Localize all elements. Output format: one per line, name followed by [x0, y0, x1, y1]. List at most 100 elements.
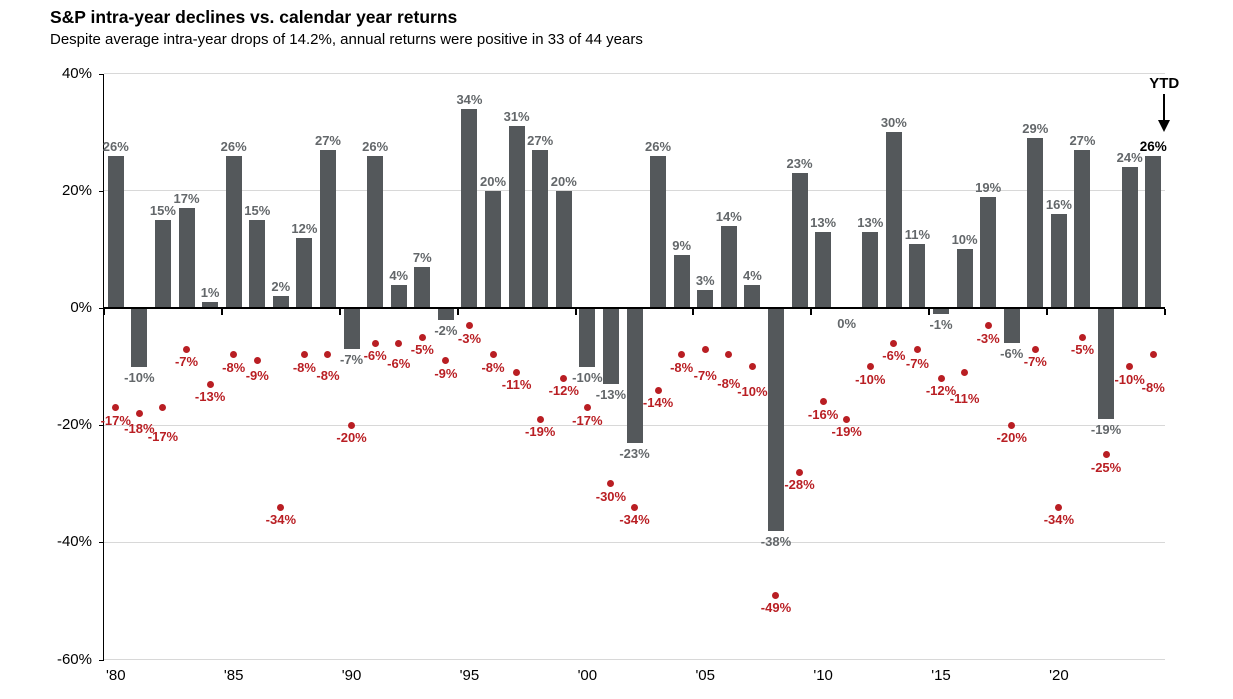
decline-dot-2002 — [631, 503, 638, 511]
x-axis-label-80: '80 — [106, 667, 126, 684]
y-axis-line — [102, 73, 104, 660]
decline-label-2023: -10% — [1114, 371, 1145, 387]
return-bar-1994 — [437, 308, 454, 320]
return-bar-1984 — [202, 302, 219, 308]
decline-label-1994: -9% — [434, 365, 458, 381]
y-axis-label: -60% — [56, 650, 92, 668]
decline-dot-1987 — [277, 503, 285, 511]
ytd-arrow-icon — [1157, 94, 1171, 132]
return-bar-2005 — [697, 290, 714, 308]
return-bar-1990 — [343, 308, 360, 350]
decline-dot-2016 — [961, 368, 969, 376]
decline-dot-1994 — [442, 357, 450, 365]
decline-dot-1997 — [513, 368, 521, 376]
return-bar-2022 — [1098, 308, 1115, 420]
decline-label-2000: -17% — [572, 412, 603, 428]
decline-label-2006: -8% — [717, 375, 741, 391]
decline-label-2019: -7% — [1023, 354, 1047, 370]
return-bar-2016 — [956, 249, 973, 308]
x-axis-label-10: '10 — [813, 667, 833, 684]
return-label-2011: 0% — [837, 316, 857, 331]
y-axis-label: -40% — [56, 533, 92, 551]
decline-dot-2003 — [654, 386, 662, 394]
decline-label-2018: -20% — [996, 430, 1027, 446]
return-bar-1988 — [296, 237, 313, 308]
decline-label-1980: -17% — [100, 412, 131, 428]
decline-label-1986: -9% — [245, 367, 269, 383]
decline-label-2011: -19% — [831, 424, 862, 440]
decline-dot-1985 — [230, 351, 238, 359]
decline-dot-2011 — [843, 415, 851, 423]
decline-label-1992: -6% — [387, 356, 411, 372]
x-axis-tick — [456, 309, 459, 315]
return-label-2012: 13% — [857, 214, 884, 230]
return-label-2015: -1% — [929, 316, 953, 332]
return-label-2023: 24% — [1116, 150, 1143, 166]
y-axis-label: -20% — [56, 416, 92, 434]
decline-label-1985: -8% — [222, 359, 246, 375]
return-label-2009: 23% — [786, 156, 813, 172]
decline-dot-2009 — [796, 468, 804, 476]
x-axis-label-85: '85 — [223, 667, 244, 684]
gridline--40% — [104, 541, 1165, 543]
decline-dot-2000 — [583, 404, 591, 412]
decline-dot-2014 — [913, 345, 921, 353]
decline-dot-2015 — [937, 374, 945, 382]
decline-label-2020: -34% — [1043, 512, 1075, 528]
decline-dot-2023 — [1126, 363, 1134, 371]
x-axis-tick — [220, 309, 223, 315]
return-bar-1982 — [154, 220, 171, 308]
return-bar-1986 — [249, 220, 266, 308]
x-axis-tick — [1046, 309, 1049, 315]
return-bar-2013 — [885, 132, 902, 308]
decline-label-2021: -5% — [1070, 342, 1095, 358]
decline-dot-2001 — [607, 480, 615, 488]
decline-dot-1995 — [465, 322, 473, 330]
return-bar-2002 — [626, 308, 643, 443]
return-bar-2006 — [720, 225, 737, 308]
decline-dot-2019 — [1031, 345, 1039, 353]
return-bar-1989 — [319, 149, 336, 308]
return-bar-1998 — [532, 149, 549, 308]
decline-dot-1986 — [253, 357, 261, 365]
decline-dot-2010 — [819, 398, 827, 406]
return-bar-1983 — [178, 208, 195, 308]
return-label-1991: 26% — [362, 138, 389, 154]
x-axis-tick — [338, 309, 341, 315]
return-label-1997: 31% — [503, 109, 530, 125]
decline-label-2013: -6% — [882, 348, 906, 364]
return-bar-1980 — [107, 155, 124, 308]
return-label-1980: 26% — [102, 138, 129, 154]
return-label-1988: 12% — [291, 220, 318, 236]
return-bar-ytd — [1145, 155, 1162, 308]
return-bar-1993 — [414, 266, 431, 308]
decline-dot-1981 — [135, 409, 143, 417]
return-label-2019: 29% — [1022, 121, 1049, 137]
decline-label-2016: -11% — [949, 391, 980, 407]
return-bar-1985 — [225, 155, 242, 308]
y-axis-tick — [99, 659, 104, 661]
return-bar-1997 — [508, 126, 525, 308]
decline-label-1999: -12% — [548, 383, 579, 399]
decline-label-2008: -49% — [760, 600, 792, 616]
gridline-40% — [104, 73, 1165, 75]
decline-label-1996: -8% — [481, 359, 505, 375]
return-bar-2018 — [1003, 308, 1020, 344]
decline-dot-1982 — [159, 404, 167, 412]
gridline-20% — [104, 190, 1165, 192]
decline-label-1991: -6% — [363, 348, 387, 364]
return-label-1985: 26% — [220, 138, 247, 154]
x-axis-label-95: '95 — [459, 667, 480, 684]
return-label-2006: 14% — [715, 208, 742, 224]
return-bar-2010 — [815, 231, 832, 308]
return-bar-1996 — [485, 190, 502, 308]
decline-label-1981: -18% — [124, 420, 155, 436]
return-bar-2004 — [673, 255, 690, 308]
return-bar-1999 — [555, 190, 572, 308]
x-axis-tick — [928, 309, 931, 315]
decline-label-1983: -7% — [174, 354, 199, 370]
return-label-1998: 27% — [527, 132, 554, 148]
return-bar-1995 — [461, 108, 478, 308]
return-label-2021: 27% — [1069, 132, 1096, 148]
